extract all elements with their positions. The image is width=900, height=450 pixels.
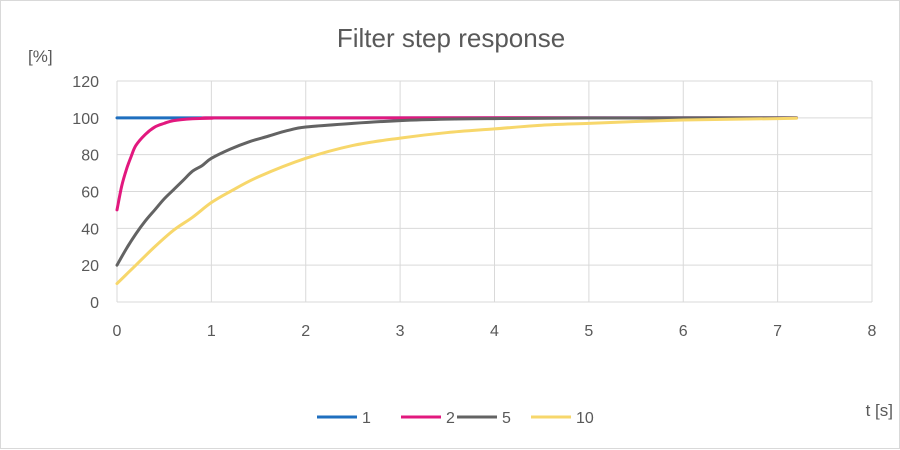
y-axis-label: [%] xyxy=(28,47,53,66)
y-tick-label: 40 xyxy=(81,221,99,238)
y-tick-label: 60 xyxy=(81,185,99,202)
legend-label: 5 xyxy=(502,410,511,427)
x-tick-label: 6 xyxy=(679,323,688,340)
x-tick-label: 3 xyxy=(396,323,405,340)
legend: 1 2 5 10 xyxy=(317,410,594,427)
y-tick-label: 120 xyxy=(72,74,99,91)
series-line-5 xyxy=(115,116,798,267)
x-tick-label: 8 xyxy=(868,323,877,340)
axis-ticks: 0 20 40 60 80 100 120 0 1 2 3 4 5 6 7 8 xyxy=(72,74,876,340)
x-axis-label: t [s] xyxy=(866,401,893,420)
series-lines xyxy=(115,116,798,286)
chart-title: Filter step response xyxy=(337,23,565,53)
x-tick-label: 2 xyxy=(301,323,310,340)
y-tick-label: 0 xyxy=(90,295,99,312)
series-line-10 xyxy=(115,116,798,286)
x-tick-label: 5 xyxy=(584,323,593,340)
legend-label: 2 xyxy=(446,410,455,427)
x-tick-label: 7 xyxy=(773,323,782,340)
y-tick-label: 80 xyxy=(81,148,99,165)
x-tick-label: 4 xyxy=(490,323,499,340)
legend-label: 10 xyxy=(576,410,594,427)
legend-label: 1 xyxy=(362,410,371,427)
y-tick-label: 100 xyxy=(72,111,99,128)
x-tick-label: 0 xyxy=(113,323,122,340)
x-tick-label: 1 xyxy=(207,323,216,340)
y-tick-label: 20 xyxy=(81,258,99,275)
series-line-2 xyxy=(115,116,798,212)
